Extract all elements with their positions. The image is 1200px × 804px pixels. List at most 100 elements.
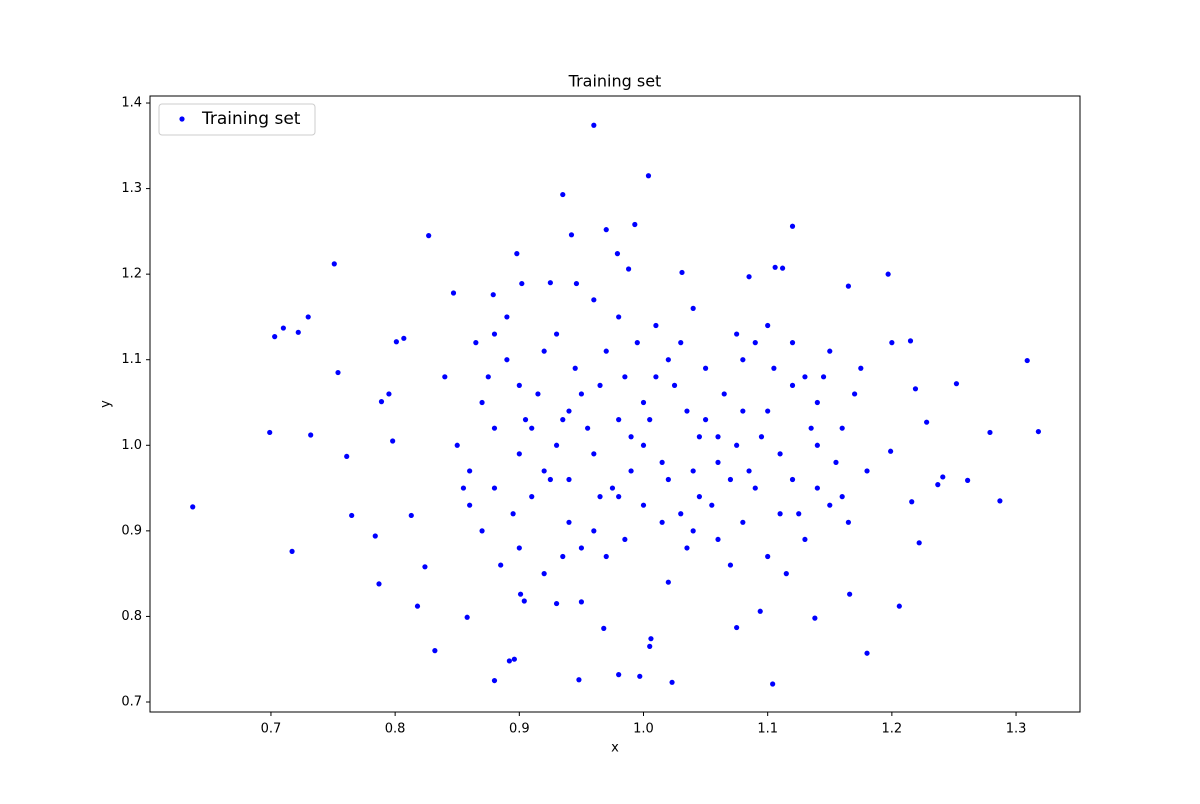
point [679,269,685,276]
point [715,434,721,440]
point [560,191,566,198]
point [752,485,758,491]
point [965,477,971,483]
point [408,512,414,519]
point [690,305,696,311]
point [907,338,914,344]
x-tick-label: 1.0 [633,722,654,737]
point [460,485,467,491]
point [541,468,547,474]
point [491,677,498,684]
point [909,499,915,505]
point [779,265,786,271]
point [616,494,622,500]
point [517,591,524,597]
y-tick-label: 0.9 [121,523,142,538]
point [740,519,746,525]
point [591,528,597,534]
point [684,545,690,551]
point [684,408,690,414]
point [758,434,765,440]
point [572,365,578,371]
x-tick-label: 0.7 [261,722,282,737]
point [845,519,852,525]
point [535,391,541,397]
point [889,340,895,346]
point [637,673,643,679]
point [616,672,622,678]
point [727,476,734,483]
point [812,615,818,621]
point [640,399,647,406]
point [987,429,993,436]
point [190,504,196,510]
point [585,425,591,431]
point [504,357,510,363]
point [940,474,946,480]
point [267,429,273,436]
point [653,374,659,380]
point [765,408,771,414]
point [622,374,628,380]
point [560,417,566,423]
point [547,476,553,483]
point [442,374,448,380]
point [671,382,678,388]
point [603,227,609,233]
point [597,494,603,500]
point [305,314,311,320]
legend-marker [179,116,185,122]
point [616,314,622,320]
point [490,292,496,298]
point [734,331,740,337]
point [765,553,771,560]
point [772,264,778,270]
point [796,511,802,517]
point [789,223,796,229]
point [479,399,485,406]
point [648,636,654,642]
point [808,425,814,431]
point [827,348,833,354]
x-tick-label: 0.9 [509,722,530,737]
point [702,365,709,371]
point [888,448,894,454]
point [789,476,796,483]
point [632,221,638,228]
point [659,519,665,525]
point [924,419,930,425]
plot-frame [149,95,1081,713]
point [393,339,399,345]
point [885,271,891,277]
point [414,603,421,609]
point [467,502,473,508]
point [814,442,820,448]
point [864,468,870,474]
point [847,591,853,597]
point [665,579,671,585]
point [912,386,919,392]
point [669,679,675,685]
point [827,502,833,508]
point [553,331,560,337]
point [757,608,763,614]
point [833,459,839,465]
point [653,322,659,329]
point [331,261,337,267]
point [802,536,808,543]
point [616,417,622,423]
point [1035,428,1041,435]
point [573,280,580,287]
y-tick-label: 0.7 [121,694,142,709]
point [746,274,752,280]
point [715,459,721,465]
point [696,434,702,440]
point [504,314,510,320]
point [628,468,634,474]
point [308,432,314,438]
point [529,425,535,431]
y-tick-label: 1.1 [121,352,142,367]
point [852,391,858,397]
x-tick-label: 1.3 [1006,722,1027,737]
legend-box [158,103,316,136]
